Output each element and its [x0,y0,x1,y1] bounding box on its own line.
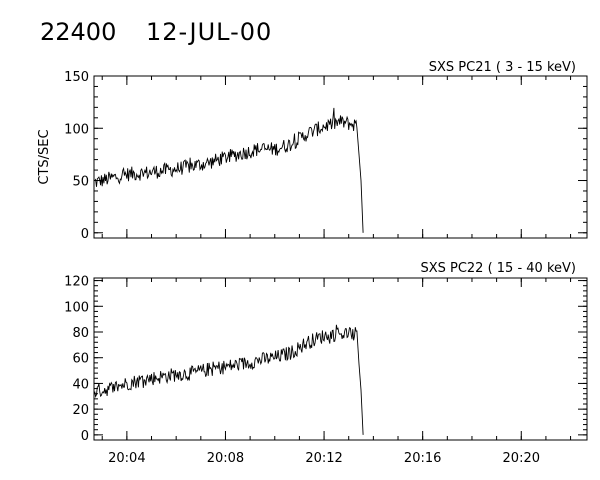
observation-date: 12-JUL-00 [146,18,272,46]
x-tick-label: 20:04 [108,451,145,466]
y-tick-label: 20 [72,403,89,418]
y-tick-label: 100 [64,300,89,315]
x-tick-label: 20:12 [305,451,342,466]
series-line [93,107,364,233]
x-tick-label: 20:16 [404,451,441,466]
y-tick-label: 80 [72,326,89,341]
y-axis-label: CTS/SEC [37,129,52,184]
y-tick-label: 150 [64,70,89,85]
plot-frame [93,277,588,441]
x-tick-label: 20:08 [207,451,244,466]
y-tick-label: 40 [72,377,89,392]
y-tick-label: 50 [72,175,89,190]
y-tick-label: 60 [72,352,89,367]
panel-title: SXS PC22 ( 15 - 40 keV) [420,261,576,276]
series-line [93,324,364,435]
plot-frame [93,75,588,239]
y-tick-label: 0 [81,227,89,242]
panel-title: SXS PC21 ( 3 - 15 keV) [429,60,576,75]
panel-pc21: SXS PC21 ( 3 - 15 keV) CTS/SEC 0 50 100 150 [37,60,588,242]
y-tick-label: 120 [64,275,89,290]
panel-pc22: SXS PC22 ( 15 - 40 keV) 0 20 40 60 80 100 120 20… [64,261,588,466]
y-tick-label: 0 [81,429,89,444]
y-tick-label: 100 [64,122,89,137]
x-tick-label: 20:20 [503,451,540,466]
observation-id: 22400 [40,18,116,46]
